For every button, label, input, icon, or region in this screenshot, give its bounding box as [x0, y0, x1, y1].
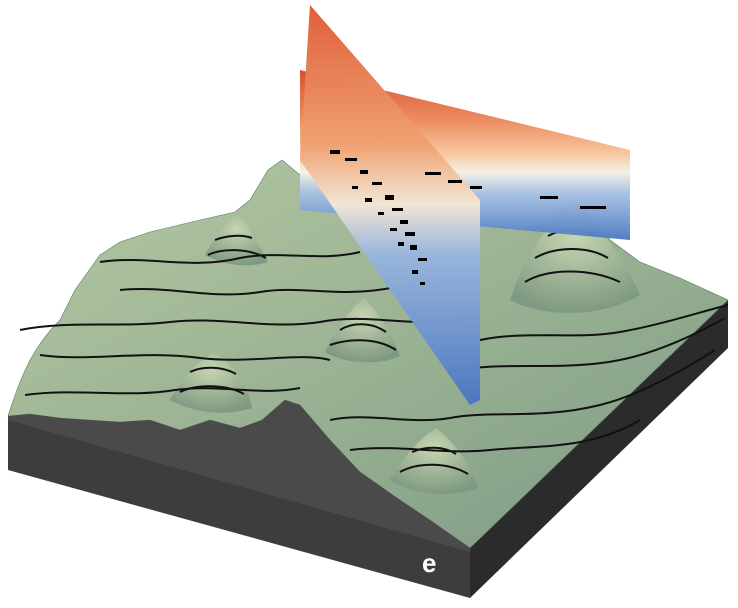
hill-lower-center	[390, 428, 478, 495]
peak-right	[510, 205, 640, 313]
data-curtain-diagonal	[300, 5, 480, 405]
peak-center	[325, 298, 400, 363]
contour-lines	[19, 229, 729, 475]
sample-points	[330, 150, 606, 285]
block-right-face	[470, 300, 728, 598]
hill-lower-left	[170, 352, 252, 413]
block-front-face	[8, 416, 470, 598]
panel-label: e	[422, 548, 436, 578]
terrain-front-edge	[8, 400, 470, 552]
